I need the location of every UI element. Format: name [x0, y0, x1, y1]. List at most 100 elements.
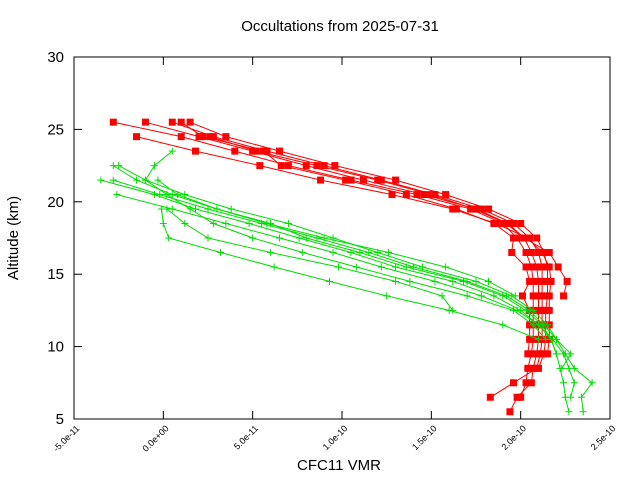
data-point-plus	[472, 277, 480, 285]
data-point-square	[141, 118, 149, 126]
data-point-plus	[406, 277, 414, 285]
data-point-plus	[384, 248, 392, 256]
data-point-square	[177, 133, 185, 141]
data-point-plus	[320, 234, 328, 242]
data-point-square	[452, 205, 460, 213]
data-point-square	[502, 220, 510, 228]
data-point-square	[222, 133, 230, 141]
data-point-square	[510, 234, 518, 242]
data-point-square	[535, 292, 543, 300]
data-point-square	[524, 350, 532, 358]
data-point-square	[477, 205, 485, 213]
data-point-plus	[552, 350, 560, 358]
data-point-square	[313, 162, 321, 170]
data-point-square	[252, 147, 260, 155]
data-point-square	[518, 292, 526, 300]
data-point-square	[529, 292, 537, 300]
data-point-plus	[499, 321, 507, 329]
data-point-plus	[431, 277, 439, 285]
data-point-plus	[213, 205, 221, 213]
data-point-square	[168, 118, 176, 126]
data-point-plus	[490, 292, 498, 300]
data-point-square	[535, 306, 543, 314]
data-point-plus	[477, 292, 485, 300]
data-point-plus	[109, 176, 117, 184]
data-point-plus	[510, 306, 518, 314]
data-point-square	[377, 176, 385, 184]
data-point-square	[527, 248, 535, 256]
data-point-square	[524, 364, 532, 372]
data-point-square	[342, 176, 350, 184]
data-point-square	[540, 350, 548, 358]
data-point-square	[536, 350, 544, 358]
data-point-square	[467, 205, 475, 213]
data-point-square	[388, 191, 396, 199]
data-point-square	[186, 118, 194, 126]
data-point-square	[538, 306, 546, 314]
data-point-square	[526, 335, 534, 343]
data-point-plus	[204, 234, 212, 242]
data-point-square	[231, 147, 239, 155]
data-point-square	[545, 306, 553, 314]
data-point-plus	[295, 234, 303, 242]
data-point-square	[538, 292, 546, 300]
data-point-plus	[567, 350, 575, 358]
data-point-plus	[313, 234, 321, 242]
data-point-plus	[168, 147, 176, 155]
data-point-square	[209, 133, 217, 141]
data-point-plus	[270, 263, 278, 271]
data-point-square	[449, 205, 457, 213]
data-point-square	[470, 205, 478, 213]
data-point-square	[527, 379, 535, 387]
data-point-plus	[97, 176, 105, 184]
data-point-plus	[209, 220, 217, 228]
data-point-plus	[181, 220, 189, 228]
data-point-square	[259, 147, 267, 155]
data-point-square	[545, 292, 553, 300]
data-point-square	[527, 263, 535, 271]
data-point-plus	[392, 263, 400, 271]
data-point-plus	[299, 248, 307, 256]
data-point-square	[275, 147, 283, 155]
data-point-square	[538, 277, 546, 285]
data-point-plus	[174, 191, 182, 199]
data-point-plus	[165, 234, 173, 242]
data-point-square	[177, 118, 185, 126]
data-point-square	[513, 393, 521, 401]
green-profile-line	[116, 194, 557, 354]
data-point-plus	[156, 191, 164, 199]
data-point-plus	[377, 263, 385, 271]
green-profile-line	[118, 165, 593, 412]
data-point-square	[545, 263, 553, 271]
data-point-plus	[245, 220, 253, 228]
data-point-plus	[567, 393, 575, 401]
data-point-plus	[526, 306, 534, 314]
data-point-plus	[334, 263, 342, 271]
data-point-plus	[365, 248, 373, 256]
data-point-plus	[383, 292, 391, 300]
data-point-plus	[163, 191, 171, 199]
chart-title: Occultations from 2025-07-31	[241, 18, 439, 35]
data-point-plus	[325, 277, 333, 285]
data-point-plus	[449, 277, 457, 285]
data-point-square	[317, 176, 325, 184]
green-profile-line	[166, 208, 454, 311]
data-point-square	[524, 234, 532, 242]
data-point-square	[510, 220, 518, 228]
data-point-square	[554, 263, 562, 271]
data-point-plus	[529, 321, 537, 329]
data-point-square	[529, 335, 537, 343]
data-point-square	[520, 234, 528, 242]
data-point-square	[347, 176, 355, 184]
data-point-square	[284, 162, 292, 170]
data-point-square	[490, 220, 498, 228]
data-point-square	[427, 191, 435, 199]
data-point-plus	[442, 263, 450, 271]
data-point-square	[545, 248, 553, 256]
data-point-plus	[560, 350, 568, 358]
data-point-square	[560, 292, 568, 300]
data-point-plus	[579, 408, 587, 416]
data-point-square	[538, 248, 546, 256]
data-point-plus	[154, 176, 162, 184]
data-point-square	[499, 220, 507, 228]
